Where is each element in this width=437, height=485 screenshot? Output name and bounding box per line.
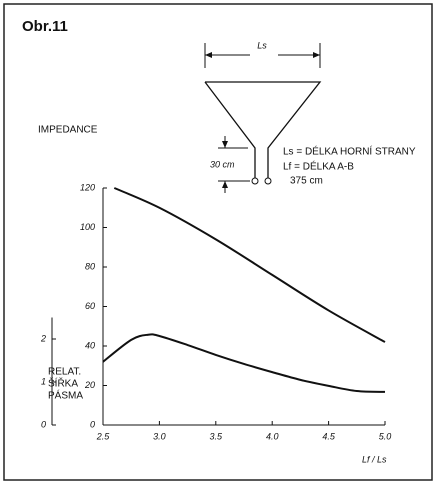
- y-label: IMPEDANCE: [38, 125, 98, 136]
- y-tick-label: 80: [85, 261, 95, 271]
- y-tick-label: 0: [90, 419, 95, 429]
- diagram-legend: Ls = DÉLKA HORNÍ STRANY: [283, 145, 416, 158]
- x-tick-label: 4.5: [322, 431, 336, 441]
- diagram-legend: Lf = DÉLKA A-B: [283, 160, 354, 173]
- x-tick-label: 3.0: [153, 431, 166, 441]
- x-tick-label: 2.5: [96, 431, 111, 441]
- y-tick-label: 40: [85, 340, 95, 350]
- x-tick-label: 3.5: [210, 431, 224, 441]
- frame: [3, 3, 433, 481]
- x-tick-label: 5.0: [379, 431, 392, 441]
- y2-tick-label: 2: [40, 333, 46, 343]
- y-tick-label: 120: [80, 182, 95, 192]
- diagram-label: Ls: [257, 40, 267, 50]
- diagram-label: 30 cm: [210, 159, 235, 169]
- y2-tick-label: 0: [41, 419, 46, 429]
- antenna-diagram: [204, 43, 322, 193]
- y-tick-label: 100: [80, 222, 95, 232]
- y-tick-label: 20: [84, 380, 95, 390]
- curve: [102, 333, 386, 393]
- title: Obr.11: [22, 18, 68, 35]
- y2-label: PÁSMA: [48, 389, 83, 402]
- y-tick-label: 60: [85, 301, 95, 311]
- x-label: Lf / Ls: [362, 454, 387, 464]
- y2-label: ŠÍŘKA: [48, 377, 78, 390]
- y2-tick-label: 1: [41, 376, 46, 386]
- y2-label: RELAT.: [48, 367, 81, 378]
- curve: [113, 187, 386, 343]
- diagram-legend: 375 cm: [290, 176, 323, 187]
- x-tick-label: 4.0: [266, 431, 279, 441]
